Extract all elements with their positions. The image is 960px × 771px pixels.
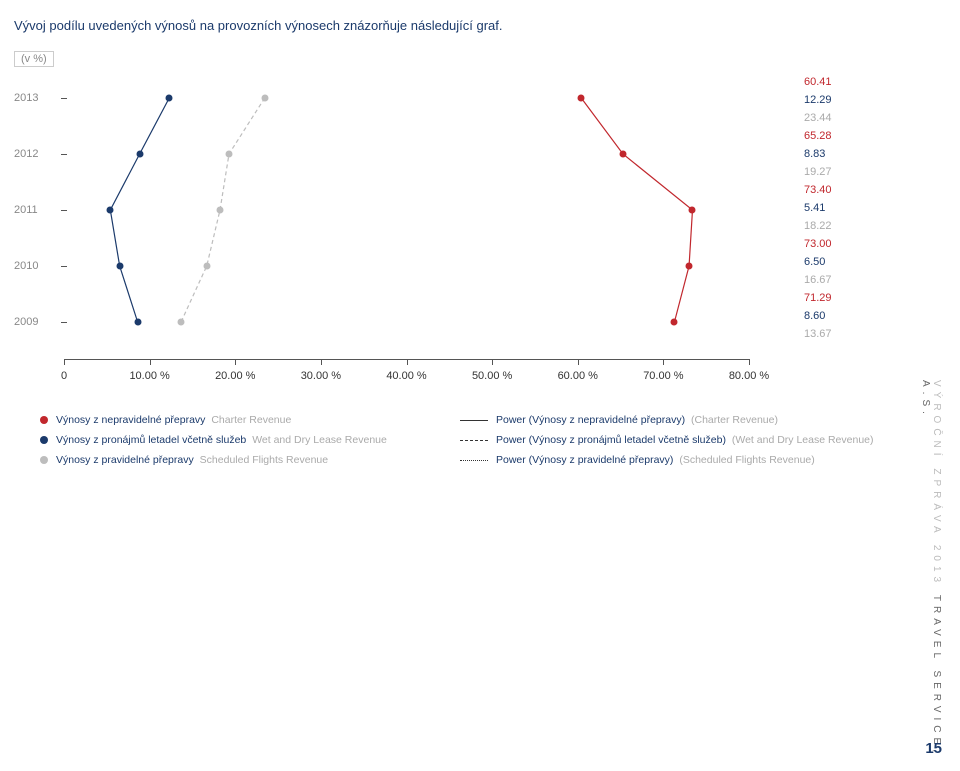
legend-label-right: Power (Výnosy z nepravidelné přepravy) (… (496, 410, 778, 430)
value-label: 19.27 (804, 166, 832, 178)
x-label: 70.00 % (643, 370, 683, 382)
x-label: 40.00 % (386, 370, 426, 382)
x-label: 0 (61, 370, 67, 382)
chart-lines (64, 80, 749, 360)
y-tick (61, 210, 67, 211)
x-label: 10.00 % (129, 370, 169, 382)
y-label: 2010 (14, 260, 54, 272)
x-tick (407, 359, 408, 365)
legend-label: Výnosy z pronájmů letadel včetně služeb … (56, 430, 387, 450)
data-point (689, 207, 696, 214)
legend-dot (40, 416, 48, 424)
y-label: 2012 (14, 148, 54, 160)
page-title: Vývoj podílu uvedených výnosů na provozn… (0, 0, 960, 33)
value-label: 8.60 (804, 310, 825, 322)
value-label: 71.29 (804, 292, 832, 304)
y-tick (61, 266, 67, 267)
value-label: 60.41 (804, 76, 832, 88)
legend-row: Výnosy z nepravidelné přepravy Charter R… (40, 410, 890, 430)
data-point (134, 319, 141, 326)
data-point (671, 319, 678, 326)
x-tick (235, 359, 236, 365)
value-label: 8.83 (804, 148, 825, 160)
value-label: 6.50 (804, 256, 825, 268)
legend-row: Výnosy z pravidelné přepravy Scheduled F… (40, 450, 890, 470)
unit-label: (v %) (14, 51, 54, 67)
data-point (217, 207, 224, 214)
data-point (261, 95, 268, 102)
value-label: 12.29 (804, 94, 832, 106)
legend: Výnosy z nepravidelné přepravy Charter R… (40, 410, 890, 470)
side-text-grey: VÝROČNÍ ZPRÁVA 2013 (931, 380, 942, 587)
legend-line-sample (460, 440, 488, 441)
page-number: 15 (925, 740, 942, 757)
data-point (686, 263, 693, 270)
data-point (166, 95, 173, 102)
legend-line-sample (460, 460, 488, 461)
value-label: 23.44 (804, 112, 832, 124)
legend-dot (40, 436, 48, 444)
y-label: 2009 (14, 316, 54, 328)
x-tick (663, 359, 664, 365)
data-point (107, 207, 114, 214)
y-tick (61, 154, 67, 155)
data-point (136, 151, 143, 158)
data-point (619, 151, 626, 158)
value-label: 73.00 (804, 238, 832, 250)
data-point (203, 263, 210, 270)
legend-line-sample (460, 420, 488, 421)
data-point (178, 319, 185, 326)
x-label: 50.00 % (472, 370, 512, 382)
y-label: 2011 (14, 204, 54, 216)
value-label: 5.41 (804, 202, 825, 214)
legend-label-right: Power (Výnosy z pravidelné přepravy) (Sc… (496, 450, 815, 470)
x-label: 30.00 % (301, 370, 341, 382)
x-tick (749, 359, 750, 365)
plot-area: 60.4112.2923.4465.288.8319.2773.405.4118… (64, 80, 749, 360)
y-tick (61, 98, 67, 99)
value-label: 73.40 (804, 184, 832, 196)
data-point (116, 263, 123, 270)
value-label: 16.67 (804, 274, 832, 286)
x-tick (150, 359, 151, 365)
legend-dot (40, 456, 48, 464)
value-label: 65.28 (804, 130, 832, 142)
value-label: 18.22 (804, 220, 832, 232)
x-tick (492, 359, 493, 365)
value-label: 13.67 (804, 328, 832, 340)
y-label: 2013 (14, 92, 54, 104)
x-label: 60.00 % (558, 370, 598, 382)
x-label: 20.00 % (215, 370, 255, 382)
legend-label: Výnosy z pravidelné přepravy Scheduled F… (56, 450, 328, 470)
legend-row: Výnosy z pronájmů letadel včetně služeb … (40, 430, 890, 450)
data-point (225, 151, 232, 158)
chart-area: 60.4112.2923.4465.288.8319.2773.405.4118… (14, 80, 834, 400)
legend-label-right: Power (Výnosy z pronájmů letadel včetně … (496, 430, 874, 450)
y-tick (61, 322, 67, 323)
x-tick (64, 359, 65, 365)
x-label: 80.00 % (729, 370, 769, 382)
data-point (578, 95, 585, 102)
x-tick (321, 359, 322, 365)
side-text: VÝROČNÍ ZPRÁVA 2013 TRAVEL SERVICE, A.S. (920, 380, 942, 771)
x-tick (578, 359, 579, 365)
legend-label: Výnosy z nepravidelné přepravy Charter R… (56, 410, 291, 430)
